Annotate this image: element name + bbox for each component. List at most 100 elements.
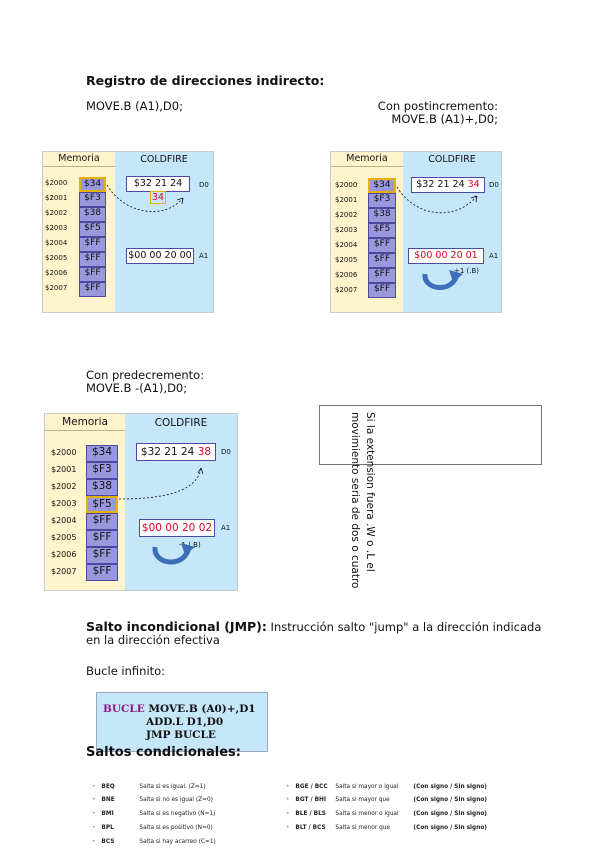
memory-cell: $34 <box>79 177 106 192</box>
memory-cell: $FF <box>79 237 106 252</box>
address: $2000 <box>45 179 68 187</box>
bullet-item: • BEQ Salta si es igual. (Z=1) <box>92 784 206 790</box>
decrement-note: -1 (.B) <box>179 541 201 549</box>
bullet-code: BNE <box>101 797 115 803</box>
bullet-item: • BNE Salta si no es igual (Z=0) <box>92 797 213 803</box>
memory-cell: $FF <box>86 513 118 530</box>
register-a1: $00 00 20 01 <box>408 248 484 264</box>
address: $2006 <box>45 269 68 277</box>
memory-cell: $FF <box>86 547 118 564</box>
increment-arrow-icon <box>422 270 463 290</box>
bullet-desc: Salta si menor que <box>335 825 390 831</box>
memory-cell: $F3 <box>79 192 106 207</box>
increment-note: +1 (.B) <box>454 267 480 275</box>
address: $2007 <box>335 286 358 294</box>
code-block: BUCLE MOVE.B (A0)+,D1 ADD.L D1,D0 JMP BU… <box>96 692 268 752</box>
d0-changed-byte: 38 <box>197 446 212 458</box>
jmp-text: Instrucción salto "jump" a la dirección … <box>86 620 542 647</box>
transfer-arrow-icon <box>106 184 184 212</box>
memory-cell: $F5 <box>368 223 396 238</box>
note-box <box>319 405 542 465</box>
postinc-instr: MOVE.B (A1)+,D0; <box>391 112 498 126</box>
memory-cell: $FF <box>79 252 106 267</box>
d0-label: D0 <box>221 448 231 456</box>
address: $2005 <box>335 256 358 264</box>
memory-cell: $38 <box>79 207 106 222</box>
memory-cell: $F5 <box>79 222 106 237</box>
bullet-item: • BLE / BLS Salta si menor o igual (Con sig… <box>286 811 487 817</box>
address: $2002 <box>51 482 77 491</box>
bullet-desc: Salta si mayor o igual <box>335 784 399 790</box>
code-label: BUCLE <box>103 703 145 715</box>
bullet-tag: (Con signo / Sin signo) <box>413 825 487 831</box>
address: $2004 <box>51 516 77 525</box>
address: $2007 <box>51 567 77 576</box>
a1-label: A1 <box>221 524 231 532</box>
bullet-desc: Salta si no es igual (Z=0) <box>139 797 213 803</box>
bullet-item: • BPL Salta si es positivo (N=0) <box>92 825 213 831</box>
bullet-tag: (Con signo / Sin signo) <box>413 811 487 817</box>
predec-instr: MOVE.B -(A1),D0; <box>86 381 188 395</box>
diagram-basic: Memoria COLDFIRE $2000 $2001 $2002 $2003… <box>42 151 214 313</box>
memory-cell: $FF <box>368 238 396 253</box>
memory-cell: $34 <box>86 445 118 462</box>
bullet-desc: Salta si menor o igual <box>335 811 399 817</box>
d0-value: $32 21 24 <box>416 179 468 190</box>
bullet-item: • BLT / BCS Salta si menor que (Con signo /… <box>286 825 487 831</box>
address: $2001 <box>45 194 68 202</box>
coldfire-label: COLDFIRE <box>428 154 476 165</box>
d0-value: $32 21 24 <box>140 446 198 458</box>
section-title-indirect: Registro de direcciones indirecto: <box>86 73 325 88</box>
saltos-title: Saltos condicionales: <box>86 745 241 760</box>
memory-cell: $FF <box>86 564 118 581</box>
a1-label: A1 <box>489 252 499 260</box>
bullet-desc: Salta si mayor que <box>335 797 390 803</box>
register-d0: $32 21 24 34 <box>411 177 485 193</box>
diagram-predec: Memoria COLDFIRE $2000 $2001 $2002 $2003… <box>44 413 238 591</box>
code-line-3: JMP BUCLE <box>146 729 216 741</box>
address: $2006 <box>51 550 77 559</box>
bullet-tag: (Con signo / Sin signo) <box>413 797 487 803</box>
coldfire-label: COLDFIRE <box>154 417 208 429</box>
memory-cell: $F5 <box>86 496 118 513</box>
transfer-arrow-icon <box>396 186 478 214</box>
address: $2002 <box>45 209 68 217</box>
note-text-line2: movimiento seria de dos o cuatro <box>349 412 361 589</box>
bucle-label: Bucle infinito: <box>86 664 166 678</box>
bullet-code: BPL <box>101 825 114 831</box>
bullet-item: • BCS Salta si hay acarreo (C=1) <box>92 839 216 845</box>
address: $2001 <box>51 465 77 474</box>
address: $2001 <box>335 196 358 204</box>
memory-cell: $F3 <box>86 462 118 479</box>
register-a1: $00 00 20 00 <box>126 248 194 264</box>
d0-label: D0 <box>489 181 499 189</box>
address: $2003 <box>335 226 358 234</box>
address: $2000 <box>335 181 358 189</box>
address: $2004 <box>335 241 358 249</box>
d0-changed-byte: 34 <box>467 179 480 190</box>
d0-label: D0 <box>199 181 209 189</box>
bullet-item: • BGE / BCC Salta si mayor o igual (Con sig… <box>286 784 487 790</box>
bullet-code: BLT / BCS <box>295 825 326 831</box>
note-text-line1: Si la extension fuera .W o .L el <box>364 412 376 572</box>
diagram-postinc: Memoria COLDFIRE $2000 $2001 $2002 $2003… <box>330 151 502 313</box>
d0-changed-byte: 34 <box>149 191 167 204</box>
memory-cell: $F3 <box>368 193 396 208</box>
register-a1: $00 00 20 02 <box>139 519 215 537</box>
address: $2000 <box>51 448 77 457</box>
memory-cell: $38 <box>368 208 396 223</box>
memoria-label: Memoria <box>331 152 403 167</box>
memory-cell: $FF <box>368 253 396 268</box>
bullet-desc: Salta si es negativo (N=1) <box>139 811 216 817</box>
jmp-paragraph: Salto incondicional (JMP): Instrucción s… <box>86 620 546 647</box>
memory-cell: $38 <box>86 479 118 496</box>
memoria-label: Memoria <box>43 152 115 167</box>
d0-value: $32 21 24 <box>133 178 183 189</box>
address: $2005 <box>45 254 68 262</box>
memory-cell: $34 <box>368 178 396 193</box>
jmp-title: Salto incondicional (JMP): <box>86 619 267 634</box>
code-line-2: ADD.L D1,D0 <box>146 716 224 728</box>
bullet-code: BGE / BCC <box>295 784 328 790</box>
address: $2005 <box>51 533 77 542</box>
address: $2006 <box>335 271 358 279</box>
